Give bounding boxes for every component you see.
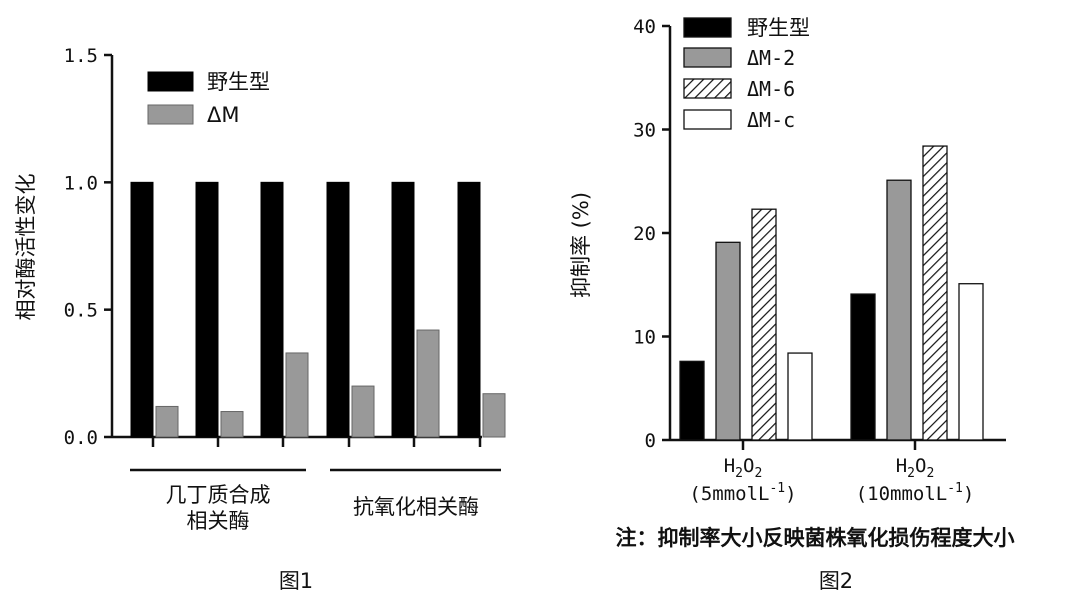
chart2-y-tick-label: 0 bbox=[645, 430, 656, 452]
chart1-legend-swatch bbox=[147, 71, 194, 92]
chart2-bar-wild-type bbox=[850, 293, 876, 441]
chart2-legend-label: ΔM-2 bbox=[747, 46, 795, 70]
chart2-legend-swatch bbox=[683, 17, 732, 38]
chart2-bar-delta-m-6 bbox=[922, 145, 948, 441]
chart1-y-tick-label: 0.5 bbox=[64, 300, 98, 322]
chart2-legend-label: ΔM-6 bbox=[747, 77, 795, 101]
chart2-legend-swatch bbox=[683, 109, 732, 130]
chart1-legend: 野生型 ΔM bbox=[147, 70, 270, 127]
chart1-bar-delta-m bbox=[482, 393, 506, 438]
chart2-bar-delta-m-2 bbox=[715, 241, 741, 441]
chart2-legend-label: ΔM-c bbox=[747, 108, 795, 132]
chart1-bar-wild-type bbox=[457, 181, 481, 438]
chart1-bars bbox=[130, 181, 506, 447]
chart1-bar-delta-m bbox=[220, 411, 244, 438]
chart2-bar-wild-type bbox=[679, 360, 705, 441]
chart1-bar-delta-m bbox=[285, 352, 309, 438]
chart1-group-label: 相关酶 bbox=[187, 509, 250, 533]
chart1-bar-wild-type bbox=[260, 181, 284, 438]
chart2-y-axis-label: 抑制率 (%) bbox=[569, 192, 593, 298]
chart2-legend-label: 野生型 bbox=[747, 16, 810, 40]
chart2-legend-swatch bbox=[683, 78, 732, 99]
chart1-bar-wild-type bbox=[195, 181, 219, 438]
chart1-bar-delta-m bbox=[416, 329, 440, 438]
chart2-bar-delta-m-2 bbox=[886, 179, 912, 441]
chart1-y-tick-label: 1.5 bbox=[64, 45, 98, 67]
chart1-group-label: 几丁质合成 bbox=[166, 483, 271, 507]
chart2-y-tick-label: 40 bbox=[633, 16, 656, 38]
chart1-bar-wild-type bbox=[326, 181, 350, 438]
chart2-category-conc-label: (10mmolL-1) bbox=[856, 481, 975, 505]
chart2-caption: 图2 bbox=[819, 569, 853, 593]
chart2-legend: 野生型 ΔM-2 ΔM-6 ΔM-c bbox=[683, 16, 810, 132]
chart1-group-label: 抗氧化相关酶 bbox=[353, 495, 479, 519]
chart1-legend-swatch bbox=[147, 104, 194, 125]
chart2-y-tick-label: 20 bbox=[633, 223, 656, 245]
chart1-y-tick-label: 1.0 bbox=[64, 172, 98, 194]
chart1-y-ticks: 0.0 0.5 1.0 1.5 bbox=[64, 45, 112, 449]
chart1-bar-wild-type bbox=[391, 181, 415, 438]
chart2-bar-delta-m-6 bbox=[751, 208, 777, 441]
chart1-legend-label: ΔM bbox=[207, 103, 239, 127]
chart1-bar-delta-m bbox=[155, 405, 179, 438]
chart1-y-tick-label: 0.0 bbox=[64, 427, 98, 449]
chart1-bar-wild-type bbox=[130, 181, 154, 438]
chart2-category-chem-label: H2O2 bbox=[896, 455, 935, 481]
chart2-y-ticks: 0 10 20 30 40 bbox=[633, 16, 670, 452]
chart1-legend-label: 野生型 bbox=[207, 70, 270, 94]
chart1-bar-delta-m bbox=[351, 385, 375, 438]
chart1-caption: 图1 bbox=[279, 569, 313, 593]
chart2-bar-delta-m-c bbox=[787, 352, 813, 441]
chart2-category-labels: H2O2(5mmolL-1)H2O2(10mmolL-1) bbox=[689, 455, 974, 505]
chart2-legend-swatch bbox=[683, 47, 732, 68]
chart2-note: 注：抑制率大小反映菌株氧化损伤程度大小 bbox=[616, 526, 1015, 550]
chart2-y-tick-label: 10 bbox=[633, 327, 656, 349]
chart2-bars bbox=[679, 145, 984, 450]
chart2-bar-delta-m-c bbox=[958, 283, 984, 441]
chart2-category-chem-label: H2O2 bbox=[724, 455, 763, 481]
chart2-category-conc-label: (5mmolL-1) bbox=[689, 481, 796, 505]
chart1-y-axis-label: 相对酶活性变化 bbox=[14, 174, 38, 321]
chart2-y-tick-label: 30 bbox=[633, 120, 656, 142]
